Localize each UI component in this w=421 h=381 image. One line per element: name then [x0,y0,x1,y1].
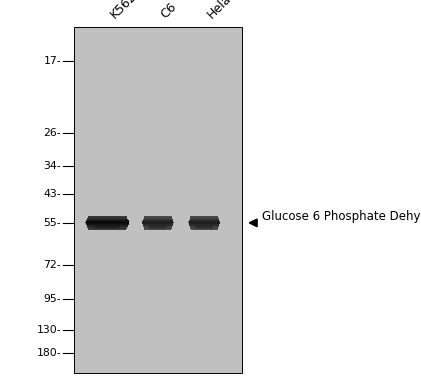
Bar [87,219,128,220]
Bar [143,226,173,227]
Text: 34-: 34- [43,161,61,171]
Bar [142,222,173,223]
Bar [87,225,128,226]
Bar [86,224,128,225]
Bar [144,229,171,230]
Bar [190,218,218,219]
Bar [144,218,172,219]
Bar [191,229,218,230]
Text: C6: C6 [158,0,179,21]
Bar [142,223,173,224]
Bar [189,223,220,224]
Bar [190,217,218,218]
Bar [190,227,218,228]
Bar [143,220,173,221]
Bar [87,226,128,227]
Text: 26-: 26- [43,128,61,138]
Bar [190,228,218,229]
Bar [86,223,129,224]
Text: 95-: 95- [43,294,61,304]
Bar [189,225,219,226]
Text: 17-: 17- [43,56,61,66]
Bar [87,218,128,219]
Text: 55-: 55- [43,218,61,228]
Bar [143,224,173,225]
Bar [144,217,172,218]
Bar [143,219,173,220]
Text: Glucose 6 Phosphate Dehydrogenase: Glucose 6 Phosphate Dehydrogenase [262,210,421,223]
Bar [88,228,127,229]
Text: K562: K562 [107,0,139,21]
Text: 43-: 43- [43,189,61,199]
Bar [85,222,129,223]
Text: 180-: 180- [37,348,61,358]
Bar [143,225,173,226]
Bar [144,227,172,228]
Bar [189,224,219,225]
Bar [189,220,219,221]
Bar [88,227,127,228]
Bar [190,216,218,217]
Bar [142,221,173,222]
Bar [86,221,129,222]
Bar [190,226,219,227]
Bar [144,216,172,217]
Bar [144,228,172,229]
Text: Hela: Hela [204,0,233,21]
Text: 72-: 72- [43,260,61,270]
Bar [88,217,127,218]
Bar [86,220,128,221]
Bar [189,219,219,220]
Bar [88,216,127,217]
Text: 130-: 130- [37,325,61,335]
Bar [189,221,220,222]
Bar [88,229,126,230]
Bar [189,222,220,223]
Bar [74,27,242,373]
